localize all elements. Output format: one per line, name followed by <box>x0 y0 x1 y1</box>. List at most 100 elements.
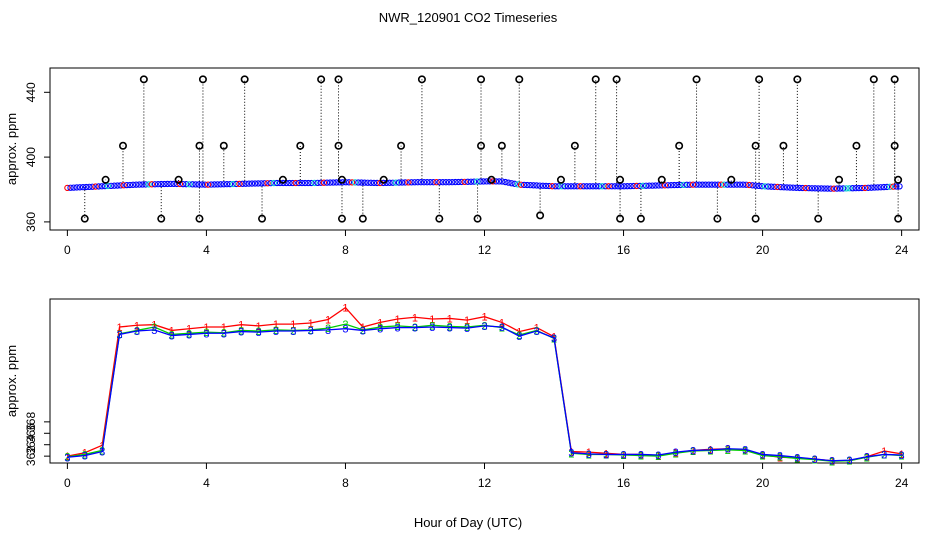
series-1-point: 1 <box>203 322 209 334</box>
data-point <box>70 184 77 191</box>
spike-point <box>835 175 844 184</box>
data-point <box>714 181 722 188</box>
series-3-point: 3 <box>638 449 644 461</box>
data-point <box>596 183 603 190</box>
data-point <box>564 183 572 190</box>
spike-point <box>219 141 228 150</box>
spike-point <box>779 141 788 150</box>
series-1-point: 1 <box>586 447 592 459</box>
series-1-point: 1 <box>499 317 505 329</box>
series-1-point: 1 <box>516 327 522 339</box>
spike-point <box>869 75 878 84</box>
data-point <box>176 180 184 188</box>
series-3-point: 3 <box>725 444 731 456</box>
series-2-point: 2 <box>864 452 870 464</box>
data-point <box>145 181 152 188</box>
data-point <box>108 182 115 189</box>
series-3-point: 3 <box>290 326 296 338</box>
data-point <box>201 181 209 188</box>
data-point <box>827 185 834 192</box>
series-3-point: 3 <box>551 333 557 345</box>
x-tick-label: 8 <box>342 476 349 490</box>
data-point <box>536 182 543 189</box>
data-point <box>320 179 328 186</box>
series-1-point: 1 <box>777 452 783 464</box>
data-point <box>561 183 568 190</box>
data-point <box>73 184 80 191</box>
data-point <box>571 183 578 190</box>
x-tick-label: 8 <box>342 243 349 257</box>
data-point <box>211 181 218 188</box>
series-3-point: 3 <box>864 452 870 464</box>
data-point <box>233 180 240 188</box>
data-point <box>295 179 303 187</box>
y-tick-label: 366 <box>24 423 38 443</box>
data-point <box>348 179 356 186</box>
x-tick-label: 24 <box>895 243 909 257</box>
spike-point <box>612 75 621 84</box>
data-point <box>552 183 559 190</box>
series-2-point: 2 <box>638 451 644 463</box>
data-point <box>442 179 450 186</box>
data-point <box>386 179 393 186</box>
data-point <box>311 179 318 187</box>
series-2-point: 2 <box>377 322 383 334</box>
data-point <box>314 179 321 187</box>
data-point <box>161 180 168 188</box>
series-3-point: 3 <box>464 323 470 335</box>
data-point <box>849 185 856 192</box>
data-point <box>896 183 903 190</box>
series-3-point: 3 <box>134 326 140 338</box>
spike-point <box>755 75 764 84</box>
series-3-point: 3 <box>82 451 88 463</box>
bottom-x-axis: 0 4 8 12 16 20 24 <box>64 463 909 490</box>
data-point <box>452 178 459 186</box>
data-point <box>567 183 575 190</box>
data-point <box>893 183 900 190</box>
series-1-point: 1 <box>377 317 383 329</box>
data-point <box>111 182 118 189</box>
series-1-point: 1 <box>134 320 140 332</box>
data-point <box>255 180 262 187</box>
data-point <box>83 183 90 191</box>
series-3-point: 3 <box>794 452 800 464</box>
data-point <box>793 184 800 191</box>
spike-point <box>570 141 579 150</box>
data-point <box>686 181 694 188</box>
spike-point <box>477 141 486 150</box>
data-point <box>245 180 252 187</box>
series-3-point: 3 <box>568 448 574 460</box>
data-point <box>624 183 631 190</box>
data-point <box>427 179 434 186</box>
series-3-point: 3 <box>481 321 487 333</box>
series-1-point: 1 <box>186 324 192 336</box>
spike-point <box>80 214 89 223</box>
series-2-line <box>67 323 902 462</box>
data-point <box>830 185 837 192</box>
data-point <box>251 180 259 187</box>
spike-point <box>616 214 625 223</box>
data-point <box>367 179 374 186</box>
data-point <box>392 179 400 186</box>
data-point <box>467 178 475 185</box>
y-tick-label: 440 <box>24 82 38 102</box>
data-point <box>743 181 750 188</box>
data-point <box>436 179 443 186</box>
spike-point <box>894 214 903 223</box>
data-point <box>843 185 850 192</box>
data-point <box>546 182 553 190</box>
y-tick-label: 360 <box>24 212 38 232</box>
data-point <box>664 182 672 189</box>
data-point <box>805 184 812 192</box>
data-point <box>790 184 797 191</box>
data-point <box>373 179 381 187</box>
data-point <box>136 181 143 188</box>
series-3-point: 3 <box>534 326 540 338</box>
series-2-point: 2 <box>846 456 852 468</box>
x-tick-label: 12 <box>478 243 492 257</box>
series-1-point: 1 <box>308 318 314 330</box>
data-point <box>693 181 700 188</box>
data-point <box>871 184 878 191</box>
x-tick-label: 12 <box>478 476 492 490</box>
series-1-point: 1 <box>360 322 366 334</box>
